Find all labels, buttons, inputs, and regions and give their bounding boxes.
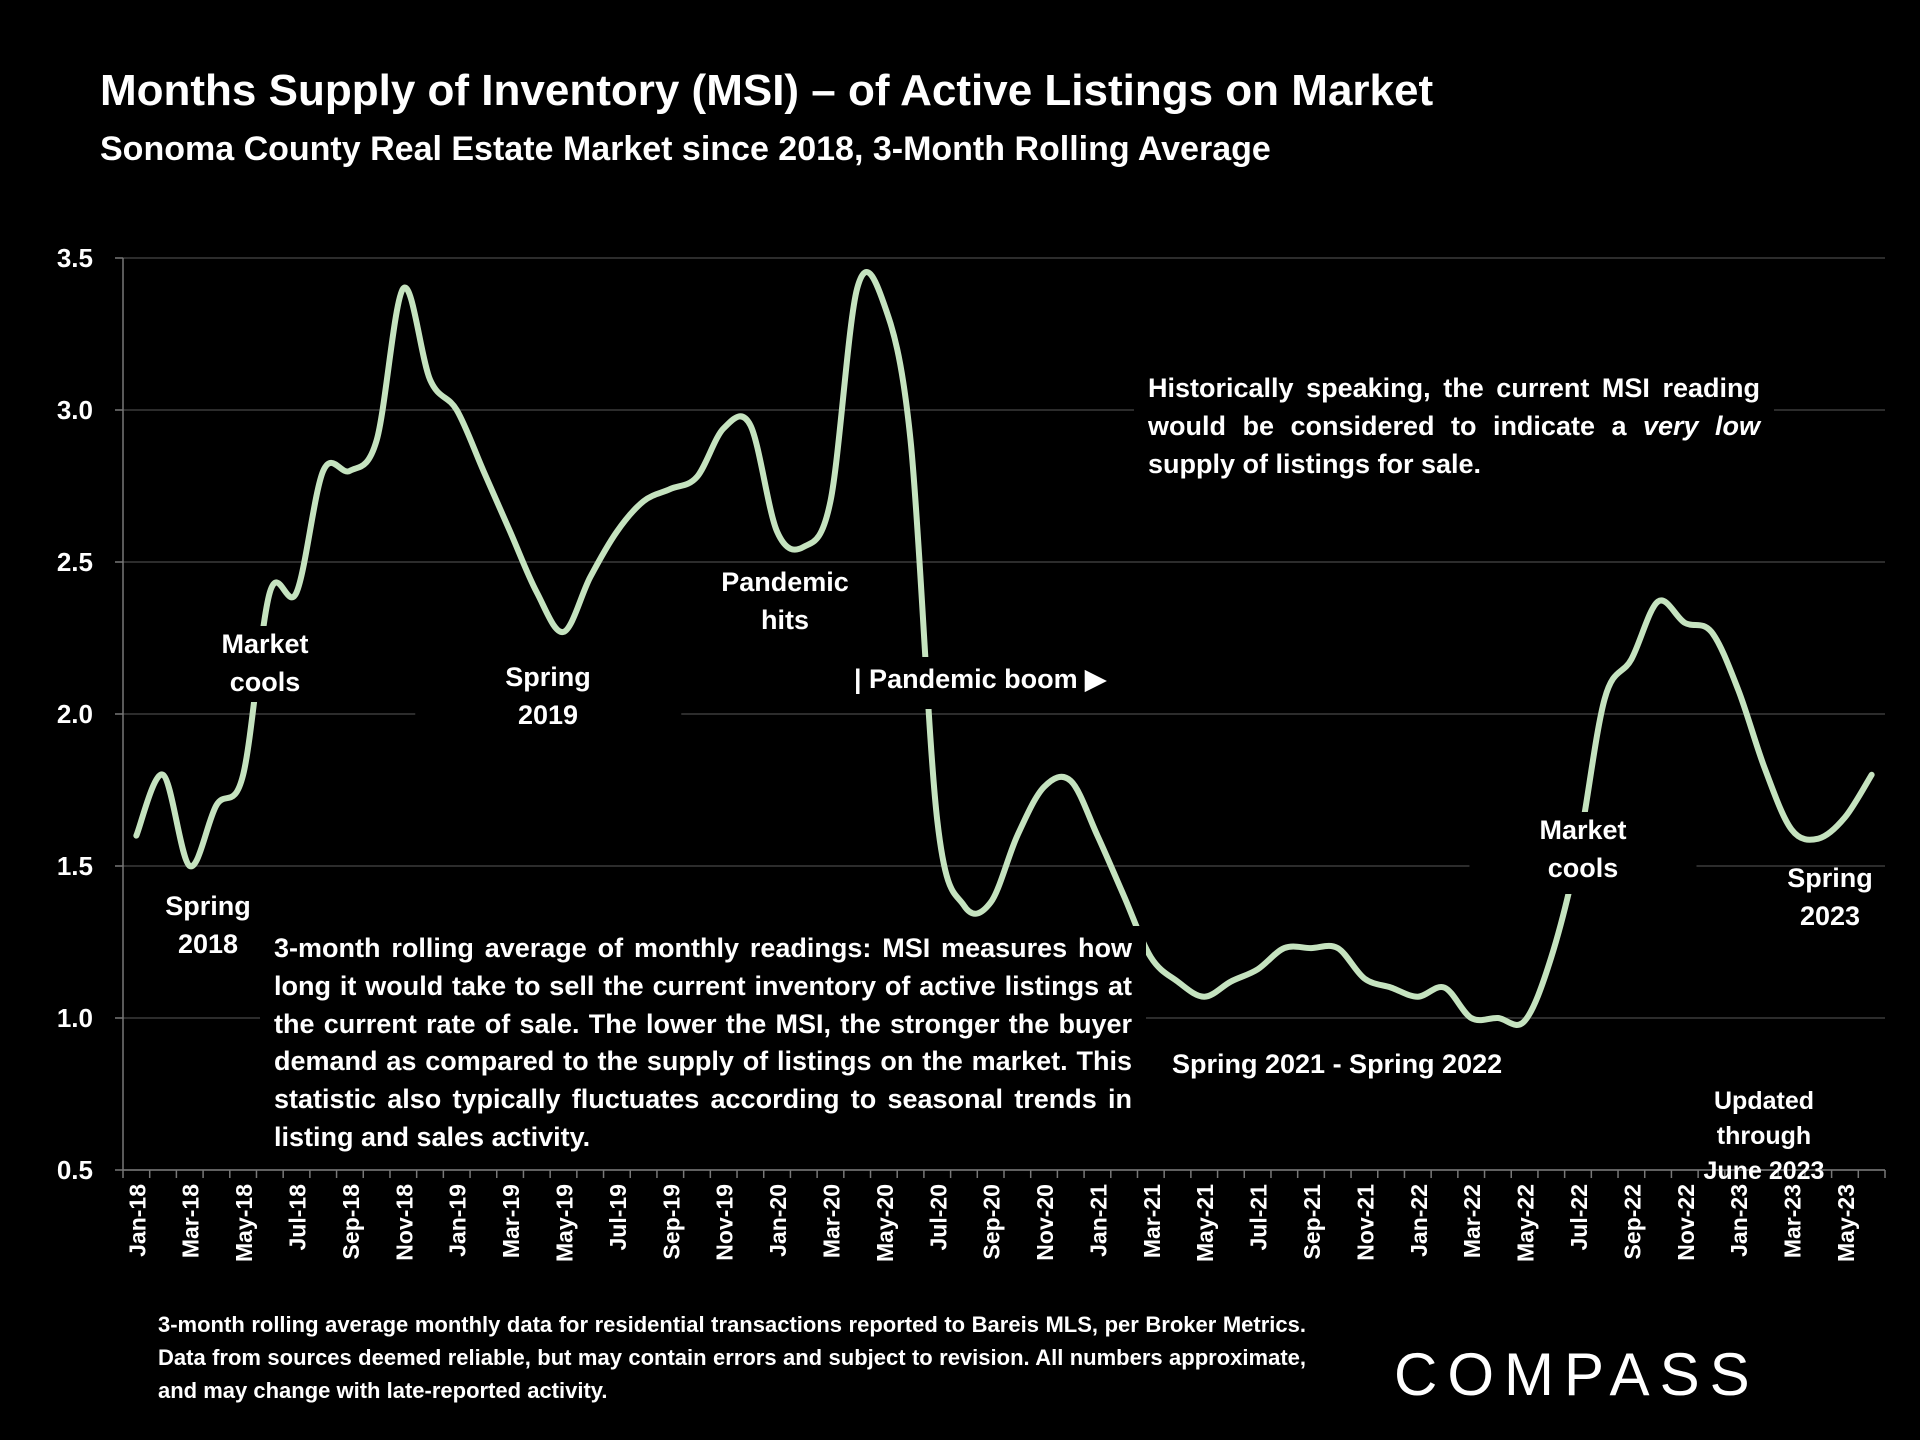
x-tick-label: Mar-22	[1459, 1184, 1485, 1258]
annotation-line: cools	[1547, 852, 1619, 883]
annotation-spring-2021-2022: Spring 2021 - Spring 2022	[1172, 1046, 1502, 1084]
annotation-line: Market	[1539, 815, 1627, 845]
footnote: 3-month rolling average monthly data for…	[158, 1312, 1306, 1403]
x-tick-label: Jan-20	[765, 1184, 791, 1257]
annotation-line: Spring	[165, 891, 251, 921]
annotation-line: June 2023	[1703, 1157, 1825, 1185]
x-tick-label: May-20	[872, 1184, 898, 1262]
x-tick-label: Jan-22	[1406, 1184, 1432, 1257]
annotation-line: 2023	[1799, 900, 1861, 931]
x-tick-label: Nov-18	[391, 1184, 417, 1261]
x-tick-label: May-23	[1833, 1184, 1859, 1262]
explanation-note: 3-month rolling average of monthly readi…	[260, 926, 1146, 1161]
x-tick-label: Nov-22	[1673, 1184, 1699, 1261]
x-tick-label: Mar-20	[818, 1184, 844, 1258]
annotation-line: 2019	[517, 699, 579, 730]
x-tick-label: Mar-21	[1139, 1184, 1165, 1258]
x-tick-label: Nov-19	[712, 1184, 738, 1261]
x-tick-label: Mar-18	[178, 1184, 204, 1258]
y-tick-label: 0.5	[57, 1155, 93, 1185]
x-tick-label: Jan-23	[1726, 1184, 1752, 1257]
annotation-spring-2023: Spring 2023	[1787, 860, 1873, 936]
x-tick-label: May-22	[1513, 1184, 1539, 1262]
y-tick-label: 2.5	[57, 547, 93, 577]
x-tick-label: Jan-18	[124, 1184, 150, 1257]
annotation-market-cools-2022: Market cools	[1469, 812, 1697, 894]
historical-note: Historically speaking, the current MSI r…	[1134, 366, 1774, 488]
annotation-line: Spring	[1787, 863, 1873, 893]
annotation-line: cools	[229, 666, 301, 697]
x-tick-label: Sep-20	[979, 1184, 1005, 1259]
annotation-line: | Pandemic boom ▶	[854, 664, 1106, 694]
x-tick-label: Nov-20	[1032, 1184, 1058, 1261]
annotation-line: 2018	[177, 928, 239, 959]
annotation-pandemic-hits: Pandemic hits	[721, 564, 849, 640]
annotation-updated: Updated through June 2023	[1686, 1084, 1842, 1189]
y-tick-label: 3.0	[57, 395, 93, 425]
chart-subtitle: Sonoma County Real Estate Market since 2…	[100, 130, 1271, 168]
y-tick-label: 3.5	[57, 243, 93, 273]
y-tick-label: 1.0	[57, 1003, 93, 1033]
x-tick-label: May-19	[552, 1184, 578, 1262]
annotation-line: Updated through	[1714, 1087, 1814, 1150]
annotation-line: Pandemic	[721, 567, 849, 597]
x-tick-label: Sep-18	[338, 1184, 364, 1260]
annotation-market-cools-2018: Market cools	[211, 626, 319, 702]
historical-note-emphasis: very low	[1642, 410, 1760, 441]
x-tick-label: Sep-19	[658, 1184, 684, 1259]
annotation-line: hits	[760, 604, 809, 635]
annotation-line: Market	[221, 629, 309, 659]
x-tick-label: Jul-21	[1246, 1184, 1272, 1251]
x-tick-label: May-21	[1192, 1184, 1218, 1262]
historical-note-text-end: supply of listings for sale.	[1148, 448, 1482, 479]
annotation-spring-2019: Spring 2019	[415, 659, 681, 743]
chart-title: Months Supply of Inventory (MSI) – of Ac…	[100, 66, 1434, 115]
annotation-line: Spring	[505, 662, 591, 692]
x-tick-label: Jan-21	[1085, 1184, 1111, 1257]
y-tick-label: 2.0	[57, 699, 93, 729]
x-tick-label: Sep-22	[1619, 1184, 1645, 1259]
annotation-line: Spring 2021 - Spring 2022	[1172, 1049, 1503, 1079]
x-tick-label: Jul-18	[285, 1184, 311, 1251]
historical-note-text: Historically speaking, the current MSI r…	[1148, 373, 1760, 441]
x-tick-label: Nov-21	[1352, 1184, 1378, 1261]
x-tick-label: May-18	[231, 1184, 257, 1262]
x-tick-label: Jul-22	[1566, 1184, 1592, 1250]
x-tick-label: Jan-19	[445, 1184, 471, 1257]
x-tick-label: Mar-19	[498, 1184, 524, 1258]
compass-logo: COMPASS	[1394, 1341, 1760, 1408]
x-tick-label: Mar-23	[1780, 1184, 1806, 1258]
annotation-spring-2018: Spring 2018	[155, 888, 261, 964]
y-tick-label: 1.5	[57, 851, 93, 881]
x-tick-label: Jul-20	[925, 1184, 951, 1250]
x-tick-label: Sep-21	[1299, 1184, 1325, 1260]
x-tick-label: Jul-19	[605, 1184, 631, 1250]
annotation-pandemic-boom: | Pandemic boom ▶	[844, 657, 1116, 709]
